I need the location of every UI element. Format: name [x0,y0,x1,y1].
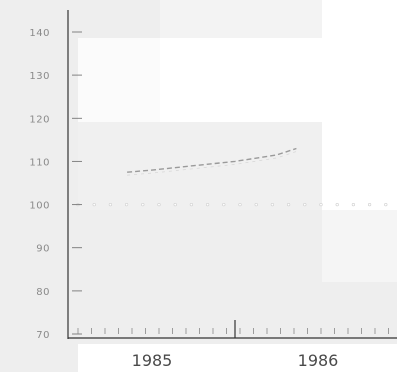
panel-block [78,38,160,122]
reference-dot [157,203,161,207]
reference-dot [384,203,388,207]
reference-dot [238,203,242,207]
panel-block [78,122,322,210]
panel-block [0,0,78,372]
reference-dot [141,203,145,207]
panel-block [78,282,397,344]
reference-dot [254,203,258,207]
panel-block [322,210,397,282]
panel-block [78,210,322,282]
panel-block [160,38,322,122]
reference-dot [351,203,356,207]
x-tick-layer: 1985 1986 [77,320,389,370]
reference-dot [92,203,96,207]
reference-dot [368,203,372,207]
reference-dot [222,203,226,207]
y-tick-label: 130 [29,71,50,82]
reference-dot [335,203,339,207]
reference-dot [303,203,307,207]
y-tick-label: 110 [29,157,50,168]
y-tick-label: 120 [29,114,50,125]
reference-dot [124,203,129,207]
reference-dot [189,203,193,207]
series-layer [127,147,297,176]
panel-block [78,0,160,38]
reference-dot [287,203,291,207]
reference-dot [319,203,323,207]
y-tick-label: 100 [29,201,50,212]
reference-dot [108,203,112,207]
chart-title-cut: ᴾᴿᴵᶜᴱˢ [190,0,230,6]
series-line [127,147,297,173]
y-tick-label: 90 [36,244,50,255]
y-tick-label: 70 [36,330,50,341]
x-tick-label: 1986 [298,351,339,370]
y-tick-label: 80 [36,287,50,298]
chart-title-fragment: ᴾᴿᴵᶜᴱˢ [190,0,230,6]
reference-dot [173,203,177,207]
x-tick-label: 1985 [132,351,173,370]
y-tick-label: 140 [29,28,50,39]
series-line-shadow [127,151,297,176]
panel-block [160,0,322,38]
reference-dot [206,203,210,207]
reference-line-layer [76,203,388,207]
y-tick-layer: 70 80 90 100 110 120 130 140 [29,28,82,341]
axis-layer [67,10,397,339]
reference-dot [270,203,275,207]
